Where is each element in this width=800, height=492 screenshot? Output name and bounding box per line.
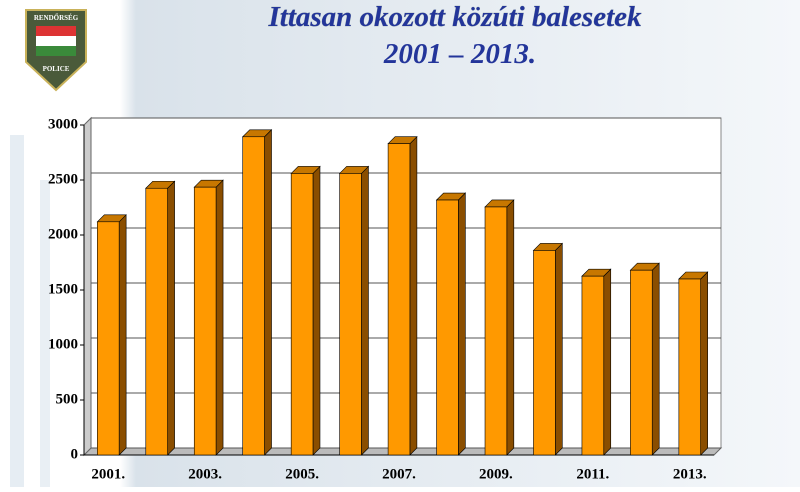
y-tick-label: 2500	[48, 171, 78, 187]
y-tick-label: 1000	[48, 336, 78, 352]
bar	[242, 136, 265, 456]
bar-side	[700, 271, 708, 456]
decoration	[10, 135, 24, 487]
bar	[436, 199, 459, 456]
bar-side	[312, 165, 321, 456]
bar-side	[409, 135, 418, 456]
y-tick-label: 0	[71, 446, 79, 462]
bar-side	[651, 262, 660, 456]
bar-side	[603, 268, 612, 456]
chart-title: Ittasan okozott közúti balesetek	[267, 1, 642, 33]
bar-side	[506, 199, 515, 456]
bar-side	[458, 192, 466, 456]
bar	[193, 186, 217, 456]
bar	[290, 173, 314, 456]
bar-side	[118, 214, 127, 456]
logo-text: RENDŐRSÉG	[34, 14, 79, 22]
bar	[484, 206, 508, 456]
x-tick-label: 2013.	[673, 466, 707, 482]
bar	[145, 187, 168, 456]
logo: RENDŐRSÉG POLICE	[25, 9, 87, 92]
y-tick-label: 1500	[48, 281, 78, 297]
logo-stripe	[36, 36, 76, 46]
x-tick-label: 2005.	[285, 466, 319, 482]
bar	[581, 275, 605, 456]
y-tick-label: 500	[56, 391, 79, 407]
x-tick-label: 2011.	[576, 466, 609, 482]
decoration	[40, 180, 50, 487]
bar-side	[264, 129, 272, 456]
x-tick-label: 2009.	[479, 466, 513, 482]
chart-subtitle: 2001 – 2013.	[383, 38, 536, 70]
bar	[533, 250, 556, 456]
bar-side	[215, 179, 224, 456]
bar-side	[361, 165, 369, 456]
bar	[97, 221, 120, 456]
x-tick-label: 2001.	[91, 466, 125, 482]
bar-side	[167, 180, 175, 456]
y-tick-label: 2000	[48, 226, 78, 242]
plot-side-wall	[83, 116, 92, 457]
bar-side	[554, 242, 563, 456]
logo-text: POLICE	[43, 65, 70, 73]
x-tick-label: 2003.	[188, 466, 222, 482]
plot: 0 500 1000 1500 2000 2500 3000 2001. 2003. 2005. 2…	[48, 116, 723, 482]
y-tick-label: 3000	[48, 116, 78, 132]
x-tick-label: 2007.	[382, 466, 416, 482]
bar	[678, 278, 701, 456]
bar	[630, 269, 653, 456]
bar	[387, 143, 411, 456]
bar	[339, 173, 362, 456]
logo-stripe	[36, 46, 76, 56]
logo-stripe	[36, 26, 76, 36]
